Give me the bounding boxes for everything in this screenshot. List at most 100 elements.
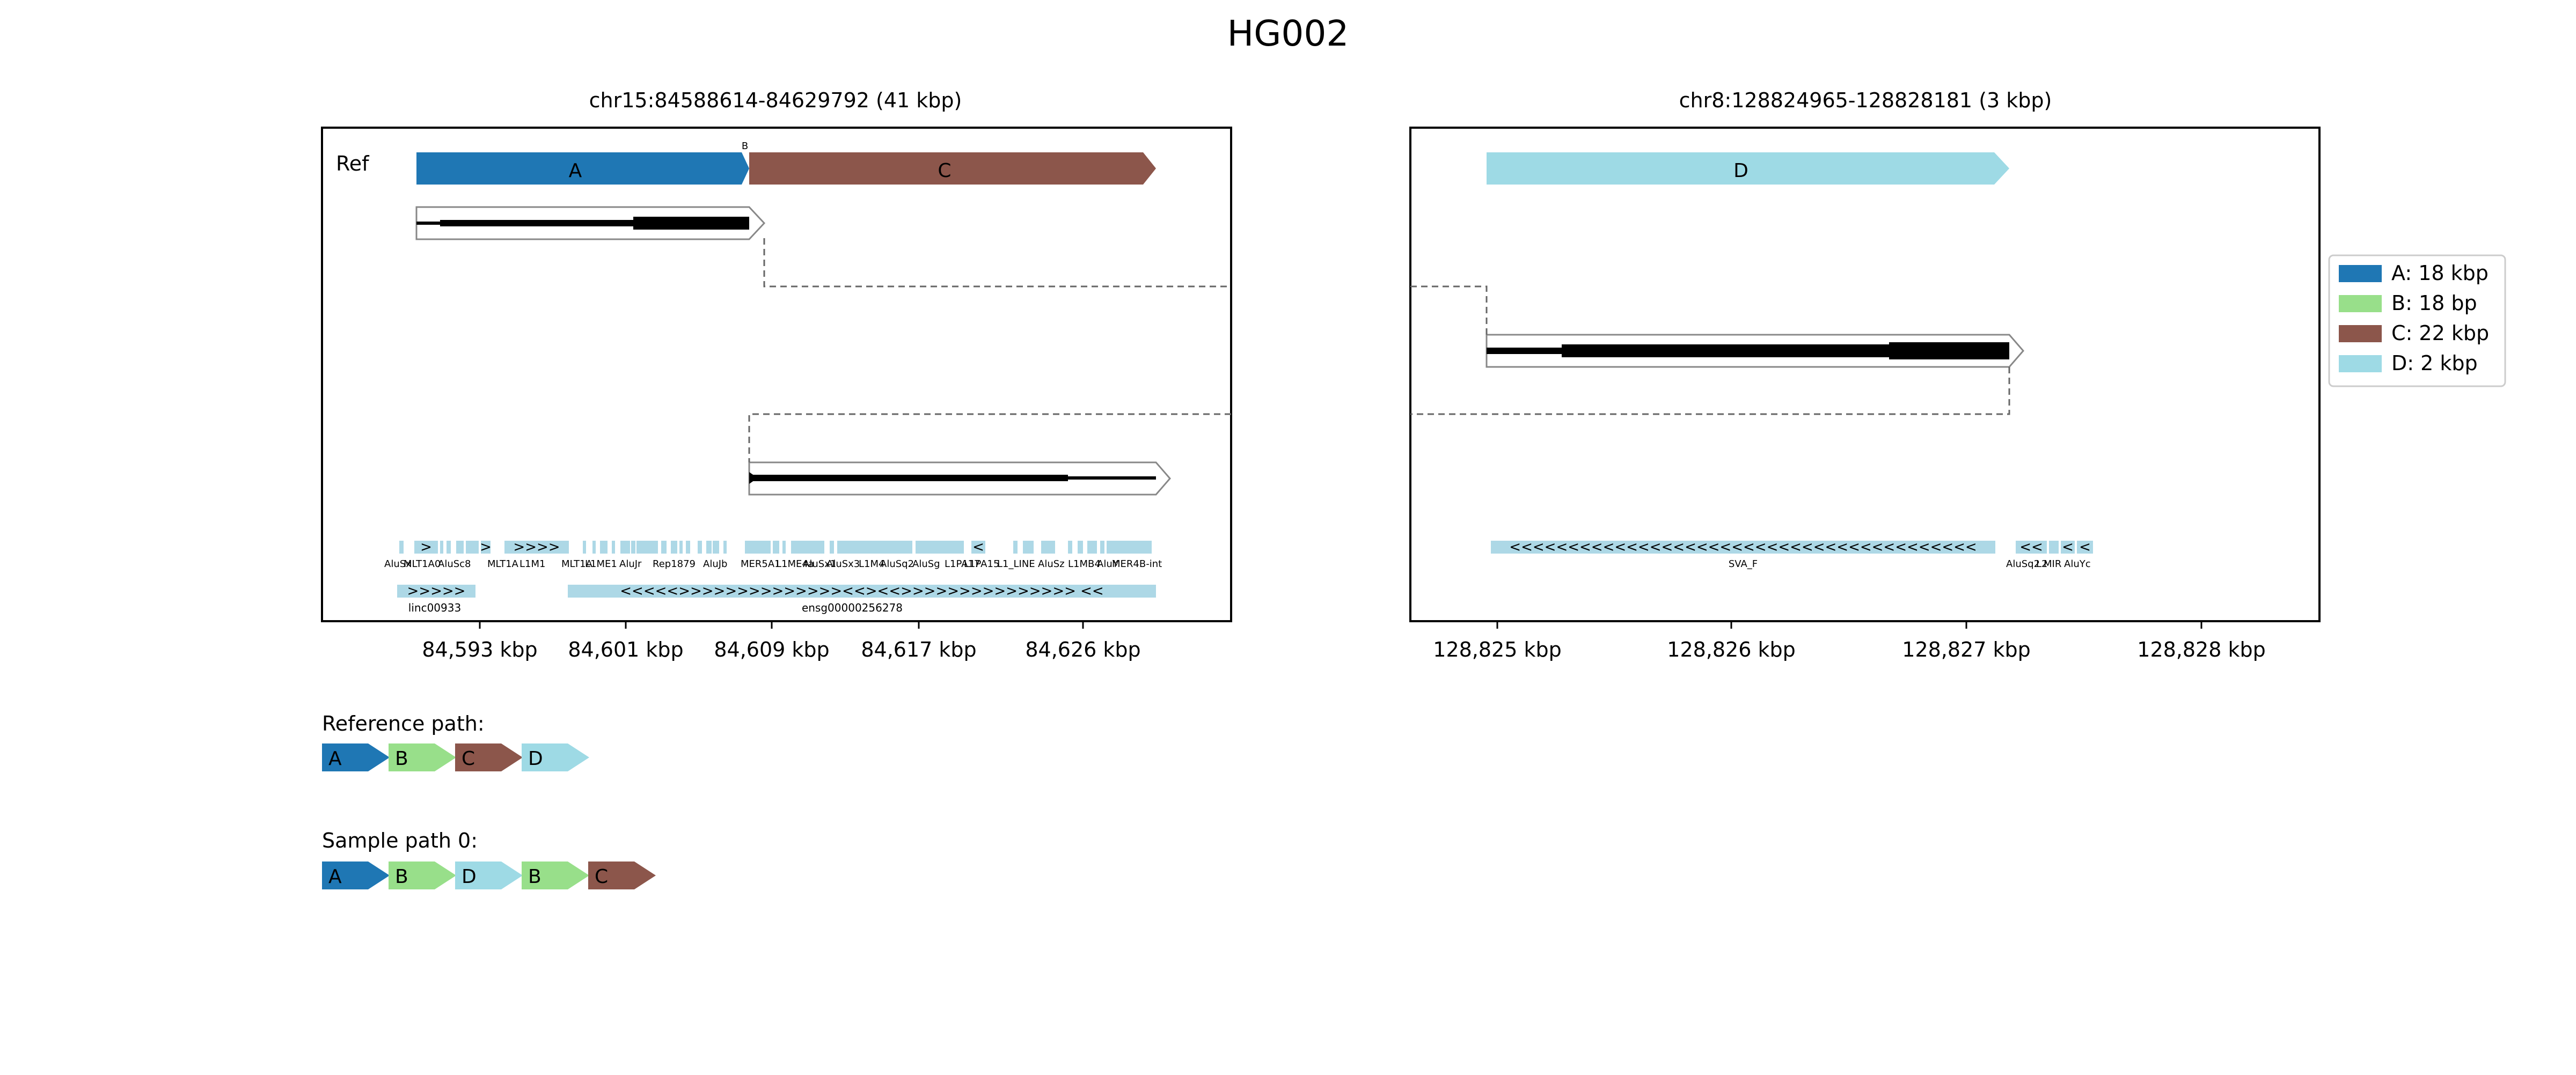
path-segment-label: A [328, 866, 342, 888]
repeat-block [1013, 541, 1018, 554]
repeat-block [414, 541, 438, 554]
repeat-label: AluSg [912, 558, 940, 570]
gene-bar-linc00933 [397, 585, 475, 598]
repeat-block [1100, 541, 1104, 554]
repeat-block [456, 541, 464, 554]
repeat-label: L2 [2036, 558, 2047, 570]
path-segment [389, 743, 456, 771]
panel-title-chr8: chr8:128824965-128828181 (3 kbp) [1679, 89, 2052, 112]
repeat-strand-arrows: < [972, 539, 984, 555]
repeat-block [504, 541, 569, 554]
repeat-label: AluSx1 [803, 558, 836, 570]
repeat-block [481, 541, 491, 554]
x-tick-label: 84,609 kbp [714, 638, 829, 661]
gene-bar-ensg00000256278 [568, 585, 1156, 598]
repeat-block [723, 541, 727, 554]
ref-segment-a-label: A [569, 160, 582, 182]
repeat-label: L1PA15 [964, 558, 999, 570]
panel-title-chr15: chr15:84588614-84629792 (41 kbp) [589, 89, 962, 112]
sample-path-title: Sample path 0: [322, 829, 478, 852]
repeat-block [713, 541, 719, 554]
repeat-block [631, 541, 635, 554]
repeat-strand-arrows: > [420, 539, 432, 555]
legend-label-b: B: 18 bp [2391, 291, 2477, 315]
read-1-part-2-mid [1487, 348, 1562, 354]
repeat-arrows-mir: < [2062, 539, 2074, 555]
read-1-part-2-thick-b [1889, 342, 2009, 359]
repeat-bar-alu [2016, 541, 2047, 554]
repeat-block [773, 541, 779, 554]
repeat-block [671, 541, 677, 554]
x-tick-label: 84,617 kbp [861, 638, 976, 661]
legend-swatch-c [2339, 325, 2382, 342]
x-tick-label: 128,827 kbp [1902, 638, 2030, 661]
gene-label-ensg00000256278: ensg00000256278 [802, 601, 903, 614]
repeat-label: SVA_F [1729, 558, 1758, 570]
x-tick-label: 84,626 kbp [1025, 638, 1140, 661]
path-segment [455, 862, 523, 889]
repeat-block [474, 541, 479, 554]
path-segment-label: C [595, 866, 608, 888]
path-segment [322, 862, 390, 889]
path-segment-label: B [528, 866, 541, 888]
repeat-bar-l2 [2049, 541, 2059, 554]
repeat-label: MLT1A [561, 558, 593, 570]
repeat-label: L1ME1 [585, 558, 617, 570]
repeat-label: L1M4 [859, 558, 884, 570]
repeat-label: AluSc8 [438, 558, 471, 570]
repeat-block [706, 541, 712, 554]
read-1-part-1-thin [416, 222, 440, 225]
legend-swatch-a [2339, 265, 2382, 282]
repeat-strand-arrows: >>>> [513, 539, 560, 555]
legend: A: 18 kbp B: 18 bp C: 22 kbp D: 2 kbp [2328, 254, 2506, 387]
repeat-block [916, 541, 964, 554]
legend-label-d: D: 2 kbp [2391, 351, 2478, 375]
repeat-bar-mir [2061, 541, 2075, 554]
repeat-label: AluSq2 [880, 558, 914, 570]
reference-path: Reference path: A B C D [322, 712, 589, 771]
legend-frame [2328, 254, 2506, 387]
repeat-label: L1MB4 [1068, 558, 1101, 570]
repeat-label: AluSx [384, 558, 412, 570]
path-segment-label: D [528, 748, 543, 770]
repeat-label: L1_LINE [997, 558, 1035, 570]
figure-title: HG002 [1227, 13, 1349, 54]
x-tick-label: 128,825 kbp [1433, 638, 1561, 661]
x-axis-chr8: 128,825 kbp 128,826 kbp 128,827 kbp 128,… [1433, 621, 2266, 661]
repeat-block [600, 541, 608, 554]
repeat-label: MIR [2044, 558, 2061, 570]
repeat-block [686, 541, 690, 554]
repeat-block [592, 541, 596, 554]
path-segment [588, 862, 656, 889]
repeat-block [698, 541, 702, 554]
ref-segment-d [1487, 152, 2009, 185]
repeat-arrows-aluyc: < [2079, 539, 2091, 555]
repeat-block [661, 541, 667, 554]
repeat-block [1087, 541, 1097, 554]
connector-upper [763, 238, 1488, 335]
read-1-part-2 [1485, 334, 2024, 368]
repeat-label: L1ME4a [776, 558, 814, 570]
x-tick-label: 128,828 kbp [2137, 638, 2265, 661]
path-segment-label: B [395, 748, 408, 770]
read-2-part-2-thin [1068, 476, 1156, 480]
legend-label-a: A: 18 kbp [2391, 261, 2489, 285]
repeat-bar-sva-f [1491, 541, 1995, 554]
repeat-label: MER4B-int [1112, 558, 1162, 570]
panel-chr8: chr8:128824965-128828181 (3 kbp) D <<<<<… [1409, 89, 2321, 661]
read-connectors [748, 238, 2010, 462]
legend-swatch-d [2339, 355, 2382, 372]
repeat-bar-aluyc [2077, 541, 2093, 554]
gene-label-linc00933: linc00933 [408, 601, 461, 614]
repeat-track-chr15: > > >>>> < [399, 539, 1152, 555]
read-1-part-1-mid [440, 220, 633, 226]
repeat-block [620, 541, 630, 554]
path-segment-label: C [462, 748, 475, 770]
path-segment-label: D [462, 866, 477, 888]
repeat-label: MER5A1 [741, 558, 781, 570]
panel-frame-chr8 [1409, 127, 2321, 622]
ref-segment-c-label: C [938, 160, 951, 182]
repeat-label: L1M1 [519, 558, 545, 570]
